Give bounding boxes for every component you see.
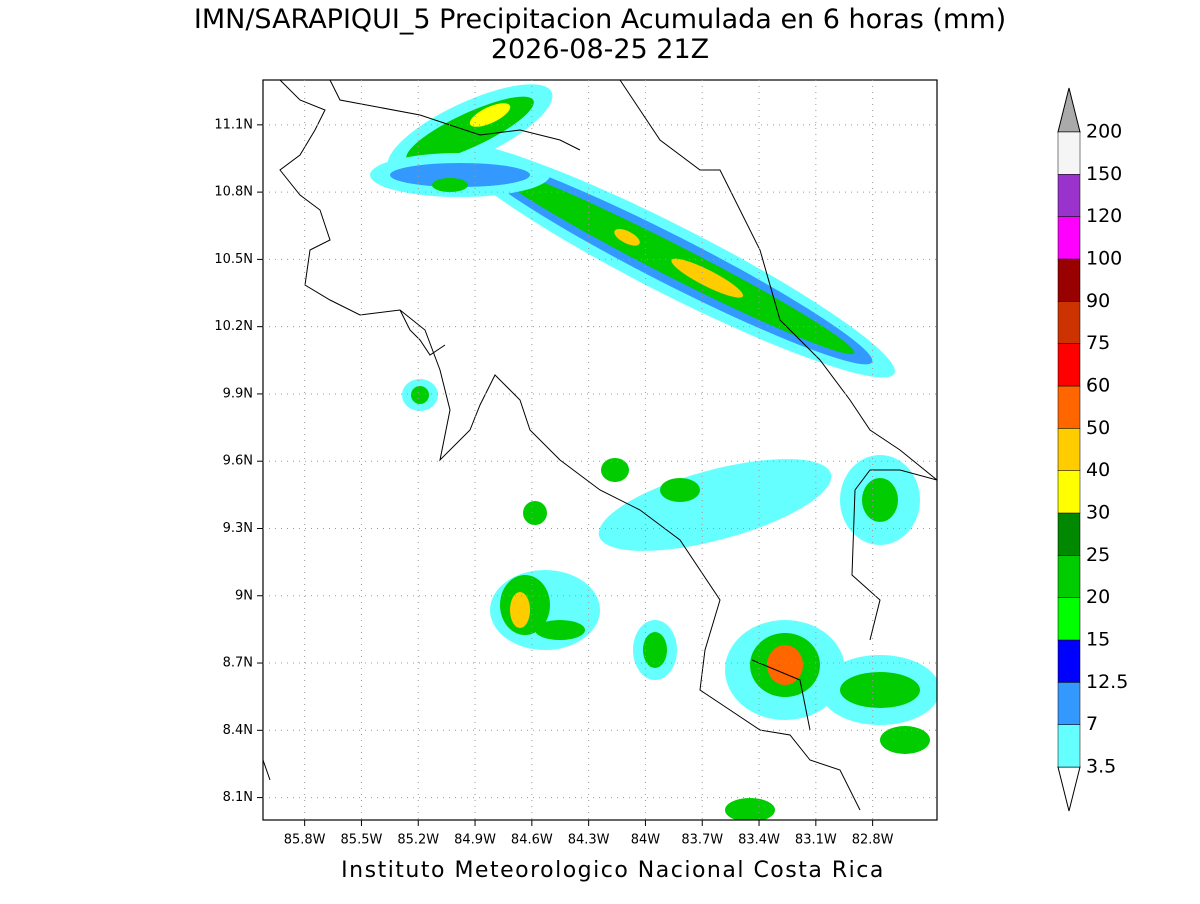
precip-band (448, 142, 895, 378)
x-tick-label: 83.1W (795, 833, 837, 848)
subtitle: 2026-08-25 21Z (491, 34, 709, 65)
x-tick-label: 82.8W (852, 833, 894, 848)
colorbar-box (1057, 597, 1081, 641)
precip-cell (370, 84, 937, 820)
x-tick-label: 84.9W (454, 833, 496, 848)
title: IMN/SARAPIQUI_5 Precipitacion Acumulada … (194, 4, 1006, 35)
colorbar-over (1057, 87, 1081, 133)
colorbar-box (1057, 258, 1081, 302)
x-tick-label: 84W (631, 833, 661, 848)
colorbar-label: 3.5 (1086, 756, 1116, 778)
colorbar-box (1057, 639, 1081, 683)
x-tick-label: 85.8W (284, 833, 326, 848)
x-tick-label: 85.5W (341, 833, 383, 848)
colorbar-box (1057, 428, 1081, 471)
colorbar-label: 7 (1086, 713, 1098, 735)
colorbar-box (1057, 470, 1081, 514)
y-tick-label: 10.2N (214, 319, 253, 334)
colorbar-label: 200 (1086, 121, 1122, 143)
colorbar-box (1057, 555, 1081, 598)
colorbar-label: 75 (1086, 332, 1110, 354)
colorbar-box (1057, 724, 1081, 768)
colorbar-label: 20 (1086, 586, 1110, 608)
colorbar-box (1057, 512, 1081, 556)
map-axes: 85.8W 85.5W 85.2W 84.9W 84.6W 84.3W 84W 83.7W 83… (214, 80, 937, 848)
y-tick-label: 8.7N (223, 656, 253, 671)
y-tick-label: 11.1N (214, 117, 253, 132)
coastline (263, 80, 937, 811)
colorbar-box (1057, 174, 1081, 217)
colorbar-label: 12.5 (1086, 671, 1128, 693)
colorbar-label: 120 (1086, 205, 1122, 227)
x-tick-label: 85.2W (397, 833, 439, 848)
x-tick-label: 83.4W (738, 833, 780, 848)
colorbar-box (1057, 343, 1081, 387)
colorbar-label: 30 (1086, 502, 1110, 524)
footer: Instituto Meteorologico Nacional Costa R… (341, 858, 885, 883)
y-tick-label: 9.9N (223, 386, 253, 401)
y-tick-label: 9.3N (223, 521, 253, 536)
colorbar-label: 60 (1086, 375, 1110, 397)
colorbar-label: 40 (1086, 459, 1110, 481)
y-tick-label: 9N (235, 588, 253, 603)
map-frame (262, 79, 938, 821)
colorbar-label: 100 (1086, 248, 1122, 270)
colorbar-box (1057, 385, 1081, 429)
colorbar-label: 90 (1086, 290, 1110, 312)
x-tick-label: 84.3W (568, 833, 610, 848)
colorbar-label: 150 (1086, 163, 1122, 185)
y-tick-label: 10.5N (214, 252, 253, 267)
colorbar-box (1057, 216, 1081, 260)
precip-field (263, 80, 937, 820)
y-tick-label: 8.4N (223, 723, 253, 738)
colorbar-label: 15 (1086, 629, 1110, 651)
x-tick-label: 83.7W (681, 833, 723, 848)
colorbar-box (1057, 301, 1081, 344)
y-tick-label: 8.1N (223, 790, 253, 805)
x-tick-label: 84.6W (511, 833, 553, 848)
y-tick-label: 10.8N (214, 185, 253, 200)
colorbar-box (1057, 131, 1081, 175)
colorbar-box (1057, 682, 1081, 725)
colorbar-label: 25 (1086, 544, 1110, 566)
colorbar-label: 50 (1086, 417, 1110, 439)
colorbar: 3.5 7 12.5 15 20 25 30 40 50 60 75 90 100 120 150 200 (1057, 87, 1128, 812)
y-tick-label: 9.6N (223, 454, 253, 469)
colorbar-under (1057, 766, 1081, 812)
